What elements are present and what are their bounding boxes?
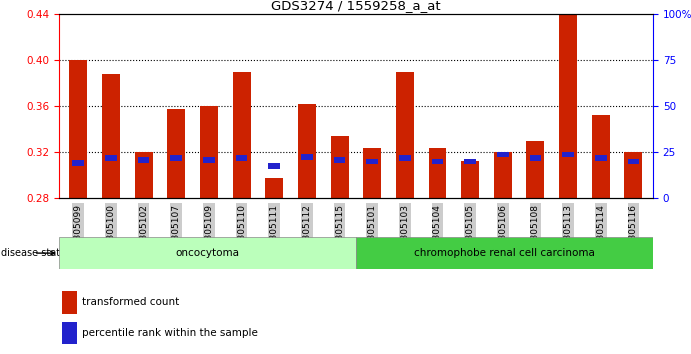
Bar xyxy=(363,148,381,198)
Bar xyxy=(62,322,77,344)
Bar xyxy=(627,159,639,164)
Bar xyxy=(527,141,545,198)
Bar xyxy=(62,291,77,314)
Bar xyxy=(497,152,509,158)
Bar xyxy=(356,237,653,269)
Bar xyxy=(595,155,607,161)
Bar xyxy=(73,160,84,166)
Bar xyxy=(301,154,313,160)
Bar xyxy=(461,161,479,198)
Bar xyxy=(330,136,348,198)
Bar xyxy=(69,60,87,198)
Bar xyxy=(59,237,356,269)
Bar xyxy=(396,72,414,198)
Bar xyxy=(138,158,149,163)
Text: percentile rank within the sample: percentile rank within the sample xyxy=(82,328,258,338)
Bar xyxy=(559,14,577,198)
Bar xyxy=(562,152,574,158)
Bar xyxy=(432,159,444,164)
Text: oncocytoma: oncocytoma xyxy=(176,248,239,258)
Bar xyxy=(298,104,316,198)
Bar xyxy=(334,158,346,163)
Bar xyxy=(464,159,476,164)
Text: disease state: disease state xyxy=(1,248,66,258)
Bar xyxy=(171,155,182,161)
Bar xyxy=(625,152,643,198)
Bar xyxy=(167,109,185,198)
Bar xyxy=(268,163,280,169)
Bar xyxy=(236,155,247,161)
Bar xyxy=(529,155,541,161)
Bar xyxy=(366,159,378,164)
Bar xyxy=(265,178,283,198)
Bar xyxy=(200,106,218,198)
Bar xyxy=(135,152,153,198)
Text: transformed count: transformed count xyxy=(82,297,179,307)
Text: chromophobe renal cell carcinoma: chromophobe renal cell carcinoma xyxy=(414,248,595,258)
Bar xyxy=(203,158,215,163)
Bar xyxy=(233,72,251,198)
Bar xyxy=(428,148,446,198)
Bar xyxy=(591,115,609,198)
Title: GDS3274 / 1559258_a_at: GDS3274 / 1559258_a_at xyxy=(271,0,441,12)
Bar xyxy=(494,152,512,198)
Bar xyxy=(399,155,410,161)
Bar xyxy=(102,74,120,198)
Bar xyxy=(105,155,117,161)
